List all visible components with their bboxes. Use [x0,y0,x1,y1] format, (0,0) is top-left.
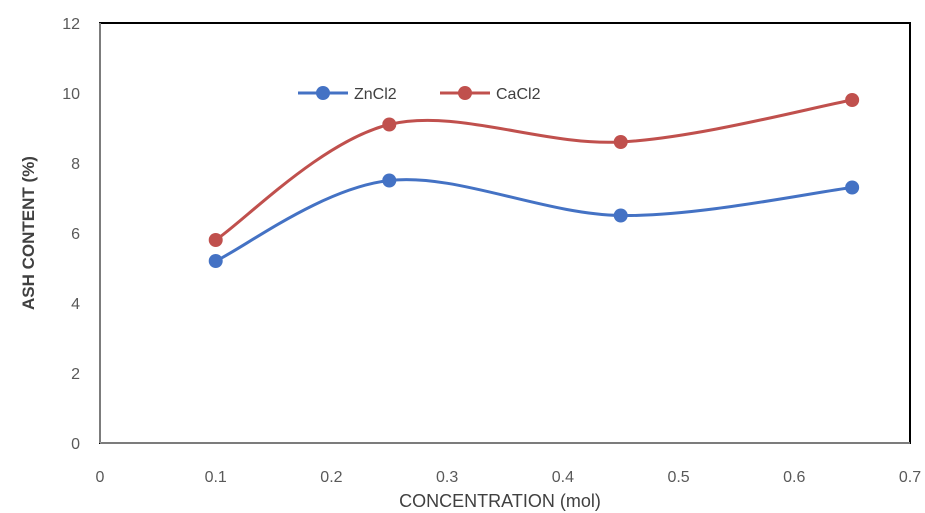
legend-label-cacl2: CaCl2 [496,86,541,103]
x-tick-label: 0.2 [320,469,342,486]
legend-item-zncl2: ZnCl2 [298,86,397,103]
data-point-cacl2 [845,93,860,107]
y-tick-labels: 0 2 4 6 8 10 12 [62,16,80,453]
legend-label-zncl2: ZnCl2 [354,86,397,103]
x-tick-label: 0.7 [899,469,921,486]
data-point-cacl2 [382,117,397,132]
y-tick-label: 8 [71,156,80,173]
x-tick-label: 0.3 [436,469,458,486]
x-tick-labels: 0 0.1 0.2 0.3 0.4 0.5 0.6 0.7 [96,469,922,486]
y-tick-label: 6 [71,226,80,243]
legend: ZnCl2 CaCl2 [298,86,541,103]
x-tick-label: 0.6 [783,469,805,486]
data-point-zncl2 [382,173,397,188]
series-zncl2 [208,173,860,268]
x-tick-label: 0.1 [205,469,227,486]
series-line-cacl2 [214,98,853,242]
x-axis-title: CONCENTRATION (mol) [399,491,601,511]
legend-marker-zncl2 [316,86,330,100]
y-tick-label: 10 [62,86,80,103]
y-axis-title: ASH CONTENT (%) [19,156,38,310]
x-tick-label: 0.4 [552,469,574,486]
data-point-zncl2 [845,180,860,195]
data-point-cacl2 [208,233,223,247]
series-line-zncl2 [215,178,853,263]
series-layer [208,93,860,268]
data-point-zncl2 [613,208,628,223]
y-tick-label: 12 [62,16,80,33]
legend-item-cacl2: CaCl2 [440,86,541,103]
legend-marker-cacl2 [458,86,472,100]
y-tick-label: 4 [71,296,80,313]
series-cacl2 [208,93,860,247]
y-tick-label: 2 [71,366,80,383]
data-point-zncl2 [208,254,223,268]
x-tick-label: 0.5 [667,469,689,486]
data-point-cacl2 [613,135,628,149]
y-tick-label: 0 [71,436,80,453]
x-tick-label: 0 [96,469,105,486]
